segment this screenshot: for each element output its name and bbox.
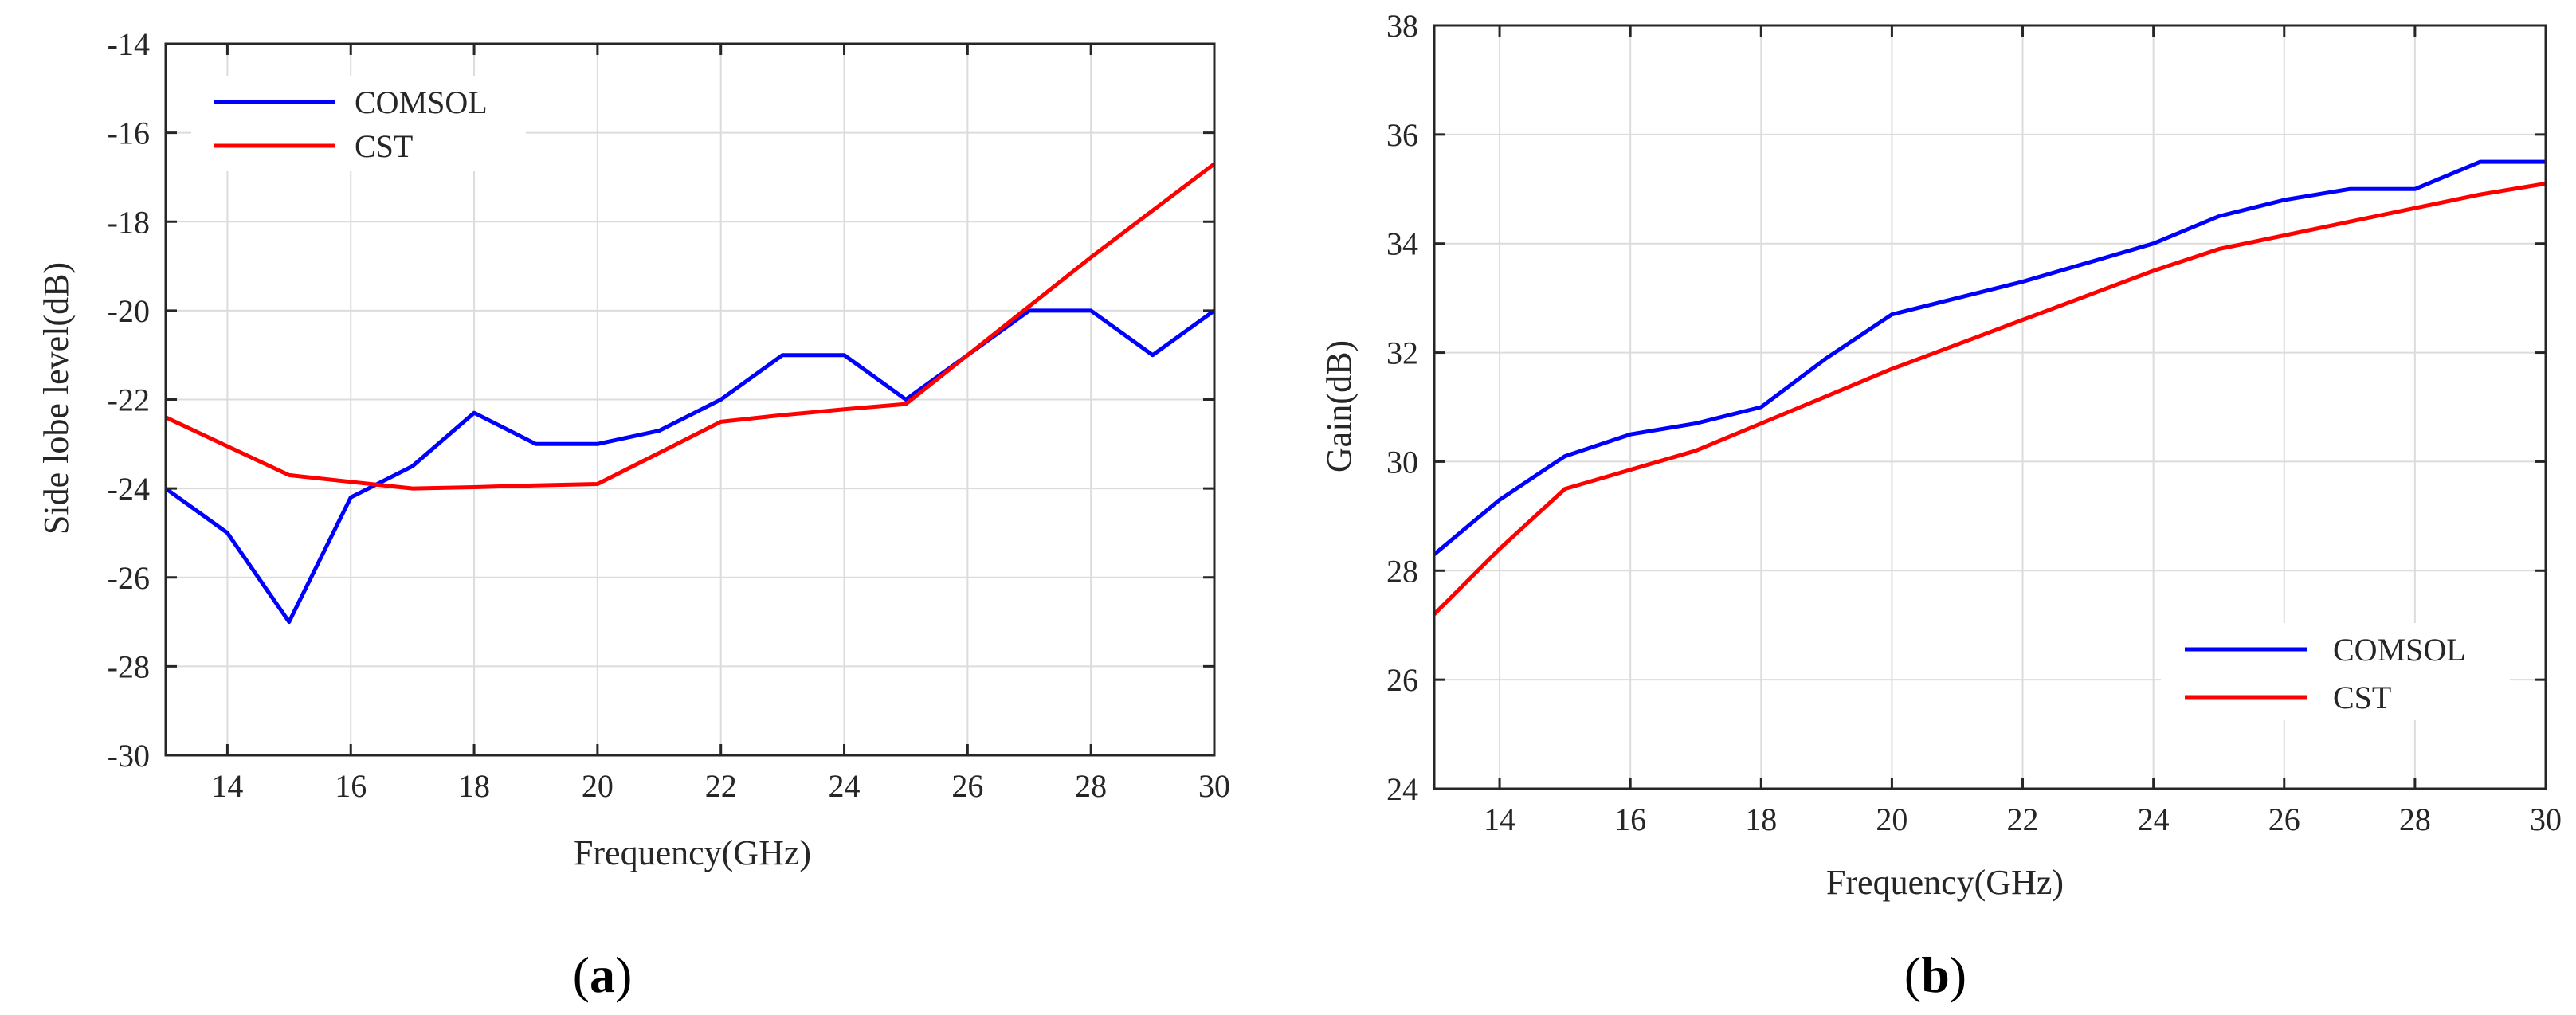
chart-a-x-axis-label: Frequency(GHz) (574, 833, 811, 872)
chart-b-y-tick-label: 38 (1386, 8, 1418, 44)
chart-b-y-tick-label: 26 (1386, 662, 1418, 698)
chart-b-legend-box (2161, 623, 2510, 720)
chart-b-ticks: 14 16 18 20 22 24 26 28 30 24 26 28 30 32 34 36 38 (1386, 8, 2562, 837)
chart-a-series-comsol (164, 308, 1216, 625)
chart-a-series-cst (164, 162, 1216, 491)
chart-b-legend-label-comsol: COMSOL (2333, 632, 2466, 668)
subcaption-a: (a) (573, 946, 633, 1003)
chart-a-y-tick-label: -24 (108, 471, 150, 507)
chart-b-y-tick-label: 24 (1386, 771, 1418, 807)
chart-b-legend: COMSOL CST (2161, 623, 2510, 720)
chart-b-x-tick-label: 28 (2399, 801, 2431, 837)
chart-b-axes-box (1433, 24, 2547, 790)
subcaption-b: (b) (1904, 946, 1966, 1003)
chart-a-ticks: 14 16 18 20 22 24 26 28 30 -30 -28 -26 -24 -22 -20 -18 -… (108, 26, 1230, 804)
chart-b-y-tick-label: 36 (1386, 117, 1418, 153)
chart-a-y-tick-label: -20 (108, 293, 150, 329)
chart-panel-a: 14 16 18 20 22 24 26 28 30 -30 -28 -26 -24 -22 -20 -18 -… (37, 26, 1230, 1003)
chart-a-x-tick-label: 28 (1075, 768, 1107, 804)
chart-a-y-tick-label: -16 (108, 116, 150, 151)
chart-b-x-tick-label: 18 (1745, 801, 1777, 837)
chart-b-y-tick-label: 32 (1386, 335, 1418, 371)
chart-b-series-comsol (1433, 159, 2546, 556)
chart-b-series-cst (1433, 181, 2547, 616)
chart-b-x-tick-label: 24 (2138, 801, 2170, 837)
chart-a-x-tick-label: 18 (458, 768, 490, 804)
chart-b-x-tick-label: 14 (1484, 801, 1515, 837)
chart-a-x-tick-label: 24 (829, 768, 861, 804)
chart-b-y-tick-label: 28 (1386, 553, 1418, 589)
chart-b-legend-label-cst: CST (2333, 680, 2391, 715)
chart-a-x-tick-label: 22 (705, 768, 737, 804)
chart-a-legend-label-cst: CST (355, 128, 413, 164)
chart-a-x-tick-label: 26 (951, 768, 983, 804)
chart-a-y-tick-label: -14 (108, 26, 150, 62)
chart-b-x-tick-label: 26 (2268, 801, 2300, 837)
chart-b-x-tick-label: 22 (2007, 801, 2039, 837)
chart-a-y-tick-label: -26 (108, 560, 150, 596)
chart-a-y-tick-label: -30 (108, 738, 150, 774)
chart-b-x-tick-label: 30 (2530, 801, 2562, 837)
chart-a-legend: COMSOL CST (191, 76, 526, 171)
chart-a-x-tick-label: 20 (582, 768, 614, 804)
chart-a-legend-box (191, 76, 526, 171)
chart-a-y-tick-label: -22 (108, 382, 150, 418)
chart-b-x-tick-label: 16 (1614, 801, 1646, 837)
chart-b-x-axis-label: Frequency(GHz) (1826, 863, 2064, 902)
chart-b-x-tick-label: 20 (1876, 801, 1907, 837)
chart-a-x-tick-label: 14 (211, 768, 243, 804)
chart-a-y-tick-label: -28 (108, 649, 150, 684)
chart-panel-b: 14 16 18 20 22 24 26 28 30 24 26 28 30 32 34 36 38 COMSO… (1319, 8, 2562, 1003)
chart-b-y-tick-label: 34 (1386, 226, 1418, 262)
chart-b-frame (1433, 24, 2547, 790)
chart-b-y-tick-label: 30 (1386, 444, 1418, 480)
chart-b-y-axis-label: Gain(dB) (1319, 340, 1359, 472)
chart-a-x-tick-label: 30 (1198, 768, 1230, 804)
chart-a-y-axis-label: Side lobe level(dB) (37, 262, 76, 535)
chart-b-series (1433, 159, 2547, 616)
chart-a-y-tick-label: -18 (108, 204, 150, 240)
chart-a-x-tick-label: 16 (335, 768, 367, 804)
chart-a-legend-label-comsol: COMSOL (355, 84, 488, 120)
